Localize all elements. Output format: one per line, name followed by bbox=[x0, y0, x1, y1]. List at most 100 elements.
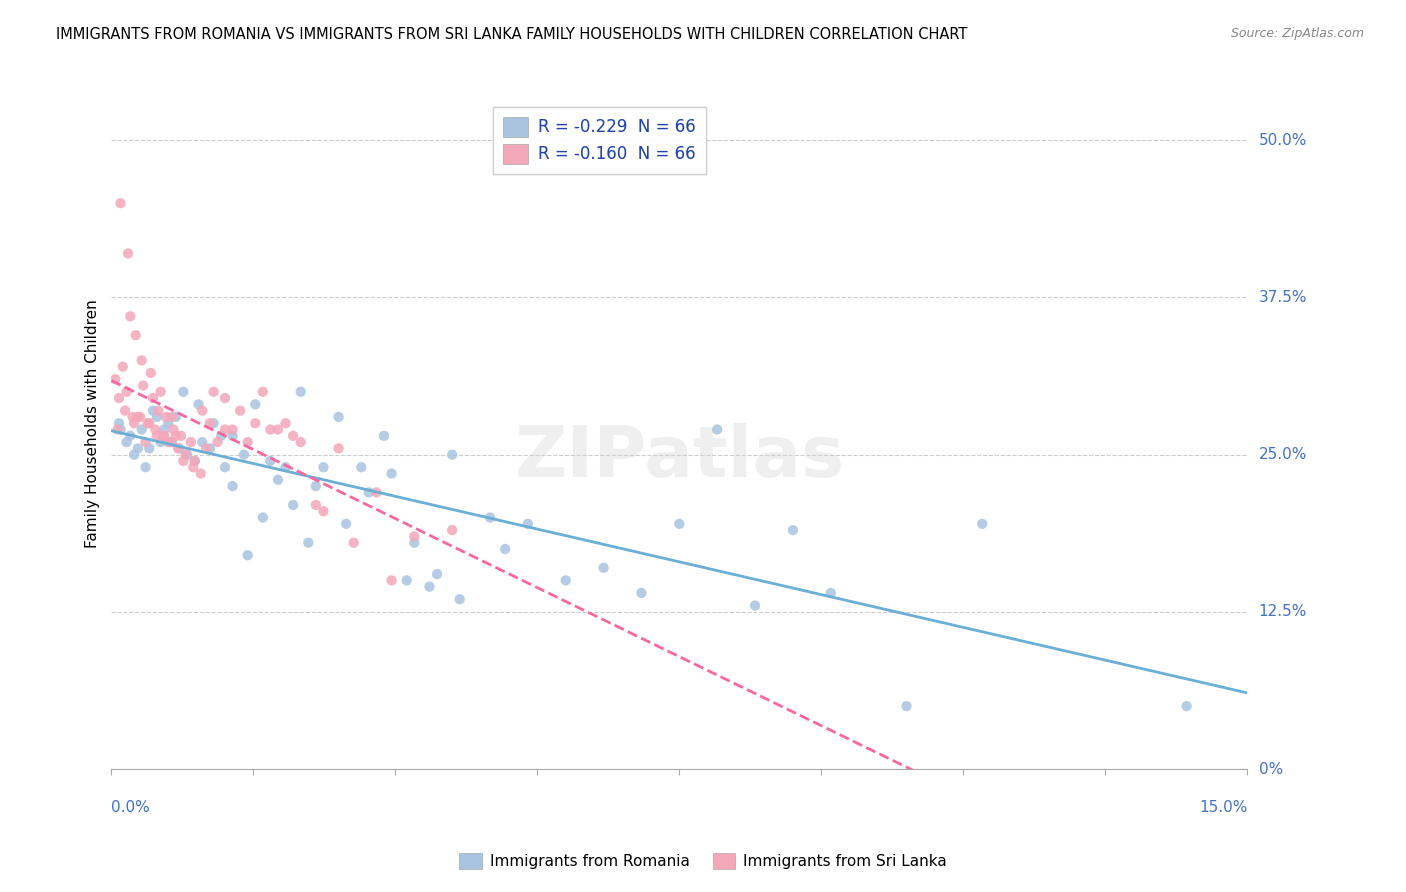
Point bbox=[404, 535, 426, 549]
Point bbox=[479, 510, 502, 524]
Legend: Immigrants from Romania, Immigrants from Sri Lanka: Immigrants from Romania, Immigrants from… bbox=[453, 847, 953, 875]
Point bbox=[142, 391, 165, 405]
Point bbox=[114, 403, 136, 417]
Point bbox=[290, 384, 312, 399]
Point bbox=[267, 423, 290, 437]
Y-axis label: Family Households with Children: Family Households with Children bbox=[86, 299, 100, 548]
Point bbox=[149, 435, 172, 450]
Point bbox=[328, 409, 350, 424]
Point bbox=[138, 416, 160, 430]
Point bbox=[441, 448, 464, 462]
Text: 12.5%: 12.5% bbox=[1258, 605, 1308, 619]
Point bbox=[121, 409, 143, 424]
Point bbox=[172, 384, 194, 399]
Point bbox=[236, 548, 259, 562]
Point bbox=[297, 535, 319, 549]
Point bbox=[214, 460, 236, 475]
Text: 0.0%: 0.0% bbox=[111, 799, 150, 814]
Point bbox=[245, 397, 267, 411]
Point bbox=[122, 448, 145, 462]
Point bbox=[160, 409, 183, 424]
Point bbox=[107, 423, 129, 437]
Point bbox=[305, 479, 328, 493]
Point bbox=[350, 460, 373, 475]
Point bbox=[668, 516, 690, 531]
Point bbox=[132, 378, 155, 392]
Point bbox=[159, 435, 181, 450]
Point bbox=[252, 384, 274, 399]
Point bbox=[357, 485, 380, 500]
Point bbox=[142, 403, 165, 417]
Point bbox=[153, 423, 176, 437]
Point bbox=[381, 467, 404, 481]
Point bbox=[335, 516, 357, 531]
Point bbox=[183, 454, 205, 468]
Point bbox=[127, 442, 149, 456]
Point bbox=[245, 416, 267, 430]
Point bbox=[229, 403, 252, 417]
Point bbox=[167, 442, 190, 456]
Point bbox=[516, 516, 538, 531]
Point bbox=[110, 423, 132, 437]
Point bbox=[169, 442, 191, 456]
Point bbox=[592, 561, 614, 575]
Point bbox=[136, 416, 159, 430]
Text: 37.5%: 37.5% bbox=[1258, 290, 1308, 305]
Point bbox=[312, 504, 335, 518]
Point bbox=[165, 409, 187, 424]
Point bbox=[274, 416, 297, 430]
Point bbox=[274, 460, 297, 475]
Point bbox=[131, 423, 153, 437]
Point bbox=[134, 460, 156, 475]
Point bbox=[134, 435, 156, 450]
Text: IMMIGRANTS FROM ROMANIA VS IMMIGRANTS FROM SRI LANKA FAMILY HOUSEHOLDS WITH CHIL: IMMIGRANTS FROM ROMANIA VS IMMIGRANTS FR… bbox=[56, 27, 967, 42]
Point bbox=[236, 435, 259, 450]
Point bbox=[198, 442, 221, 456]
Point bbox=[630, 586, 652, 600]
Text: 25.0%: 25.0% bbox=[1258, 447, 1308, 462]
Point bbox=[195, 442, 218, 456]
Text: ZIPatlas: ZIPatlas bbox=[515, 424, 845, 492]
Point bbox=[138, 442, 160, 456]
Point bbox=[312, 460, 335, 475]
Point bbox=[160, 435, 183, 450]
Point bbox=[706, 423, 728, 437]
Point bbox=[165, 429, 187, 443]
Point bbox=[214, 423, 236, 437]
Legend: R = -0.229  N = 66, R = -0.160  N = 66: R = -0.229 N = 66, R = -0.160 N = 66 bbox=[494, 106, 706, 174]
Point bbox=[174, 448, 197, 462]
Point bbox=[191, 403, 214, 417]
Point bbox=[305, 498, 328, 512]
Point bbox=[117, 246, 139, 260]
Point bbox=[146, 409, 169, 424]
Point bbox=[170, 429, 193, 443]
Point bbox=[110, 196, 132, 211]
Point bbox=[120, 429, 142, 443]
Point bbox=[120, 310, 142, 324]
Point bbox=[343, 535, 366, 549]
Text: 0%: 0% bbox=[1258, 762, 1282, 777]
Point bbox=[441, 523, 464, 537]
Point bbox=[281, 429, 304, 443]
Point bbox=[214, 391, 236, 405]
Point bbox=[202, 416, 225, 430]
Point bbox=[221, 479, 243, 493]
Point bbox=[209, 429, 232, 443]
Point bbox=[122, 416, 145, 430]
Point bbox=[115, 435, 138, 450]
Point bbox=[191, 435, 214, 450]
Point bbox=[449, 592, 471, 607]
Point bbox=[366, 485, 388, 500]
Point bbox=[111, 359, 134, 374]
Point bbox=[153, 429, 176, 443]
Point bbox=[129, 409, 152, 424]
Point bbox=[180, 435, 202, 450]
Point bbox=[143, 423, 166, 437]
Text: 15.0%: 15.0% bbox=[1199, 799, 1247, 814]
Point bbox=[190, 467, 212, 481]
Point bbox=[139, 366, 162, 380]
Point bbox=[221, 429, 243, 443]
Point bbox=[373, 429, 395, 443]
Point bbox=[131, 353, 153, 368]
Point bbox=[820, 586, 842, 600]
